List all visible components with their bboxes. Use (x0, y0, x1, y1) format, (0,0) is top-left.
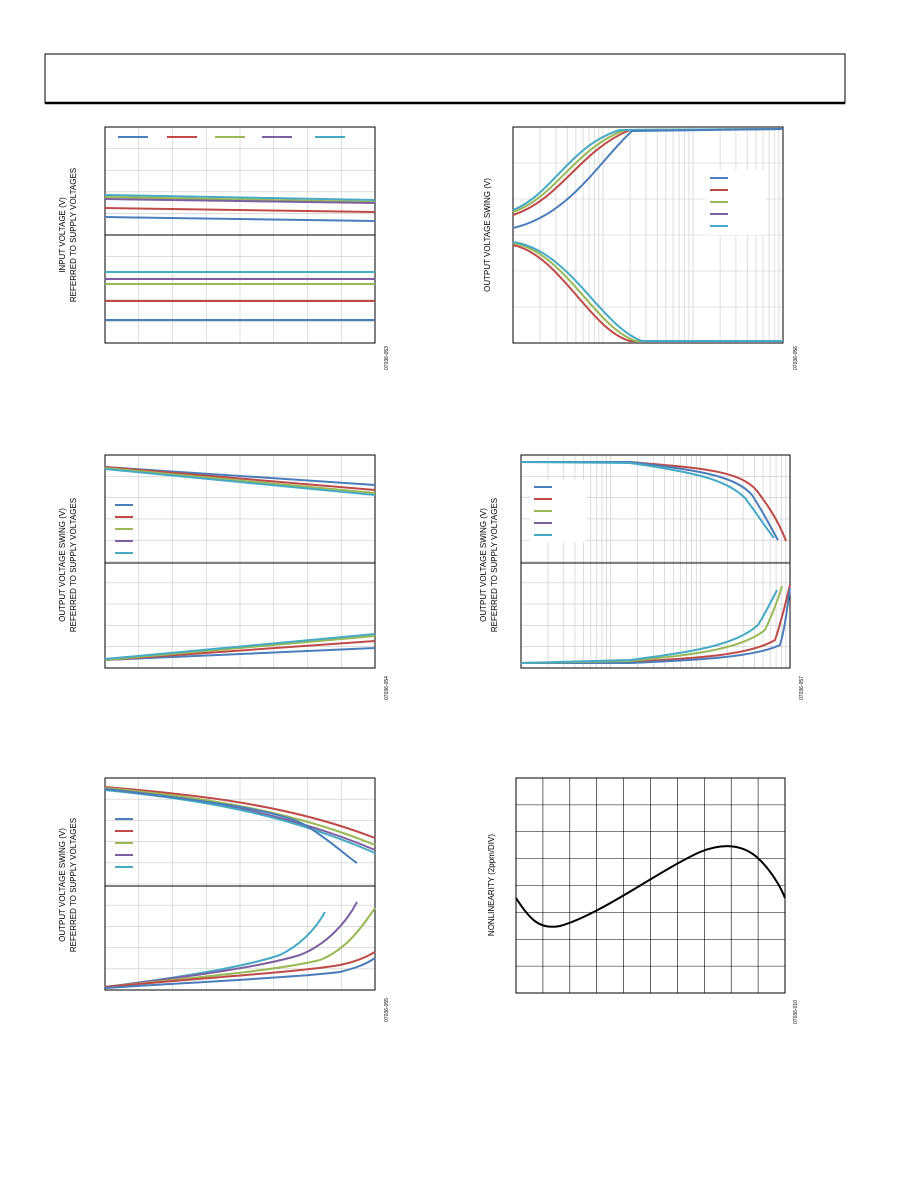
figure-code: 07036-053 (384, 346, 390, 370)
fig6-curve (515, 845, 786, 928)
y-axis-label: OUTPUT VOLTAGE SWING (V) (58, 828, 67, 942)
fig4-curves (520, 461, 791, 664)
y-axis-label: OUTPUT VOLTAGE SWING (V) (483, 178, 492, 292)
y-axis-label: REFERRED TO SUPPLY VOLTAGES (69, 498, 78, 632)
figure-code: 07036-055 (384, 998, 390, 1022)
fig1-curves (104, 136, 376, 321)
y-axis-label: NONLINEARITY (2ppm/DIV) (487, 834, 496, 936)
figure-code: 07036-056 (793, 346, 799, 370)
plot-frame (520, 454, 791, 669)
y-axis-label: REFERRED TO SUPPLY VOLTAGES (69, 818, 78, 952)
header-box (44, 53, 846, 104)
fig2-curves (512, 128, 784, 342)
plot-frame (104, 126, 376, 344)
plot-frame (512, 126, 784, 344)
y-axis-label: OUTPUT VOLTAGE SWING (V) (479, 508, 488, 622)
fig3-curves (104, 466, 376, 661)
plot-frame (515, 777, 786, 994)
plot-frame (104, 777, 376, 991)
y-axis-label: REFERRED TO SUPPLY VOLTAGES (490, 498, 499, 632)
plot-frame (104, 454, 376, 669)
figure-code: 07036-057 (799, 676, 805, 700)
figure-code: 07036-054 (384, 676, 390, 700)
y-axis-label: INPUT VOLTAGE (V) (58, 197, 67, 273)
figure-code: 07036-010 (793, 1000, 799, 1024)
y-axis-label: OUTPUT VOLTAGE SWING (V) (58, 508, 67, 622)
fig5-curves (104, 786, 376, 989)
y-axis-label: REFERRED TO SUPPLY VOLTAGES (69, 168, 78, 302)
